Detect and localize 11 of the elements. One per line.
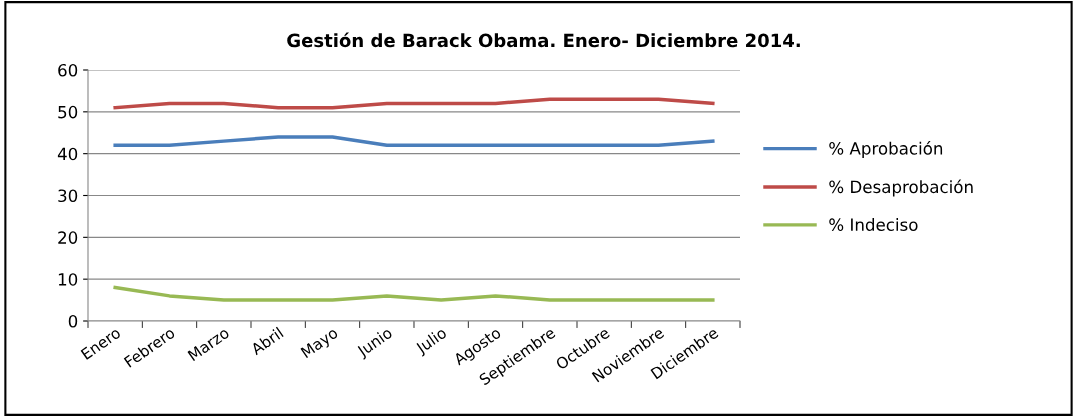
legend-label: % Desaprobación xyxy=(829,179,973,197)
y-tick-label: 10 xyxy=(58,273,78,286)
y-tick-label: 40 xyxy=(57,147,78,161)
y-tick-label: 0 xyxy=(68,314,78,328)
y-tick-label: 60 xyxy=(58,63,78,77)
y-tick-label: 20 xyxy=(58,231,78,244)
y-tick-label: 50 xyxy=(58,105,78,119)
chart-title: Gestión de Barack Obama. Enero- Diciembre 2014. xyxy=(287,32,800,48)
legend-label: % Aprobación xyxy=(829,141,943,158)
y-tick-label: 30 xyxy=(58,189,78,203)
legend-label: % Indeciso xyxy=(829,218,918,231)
